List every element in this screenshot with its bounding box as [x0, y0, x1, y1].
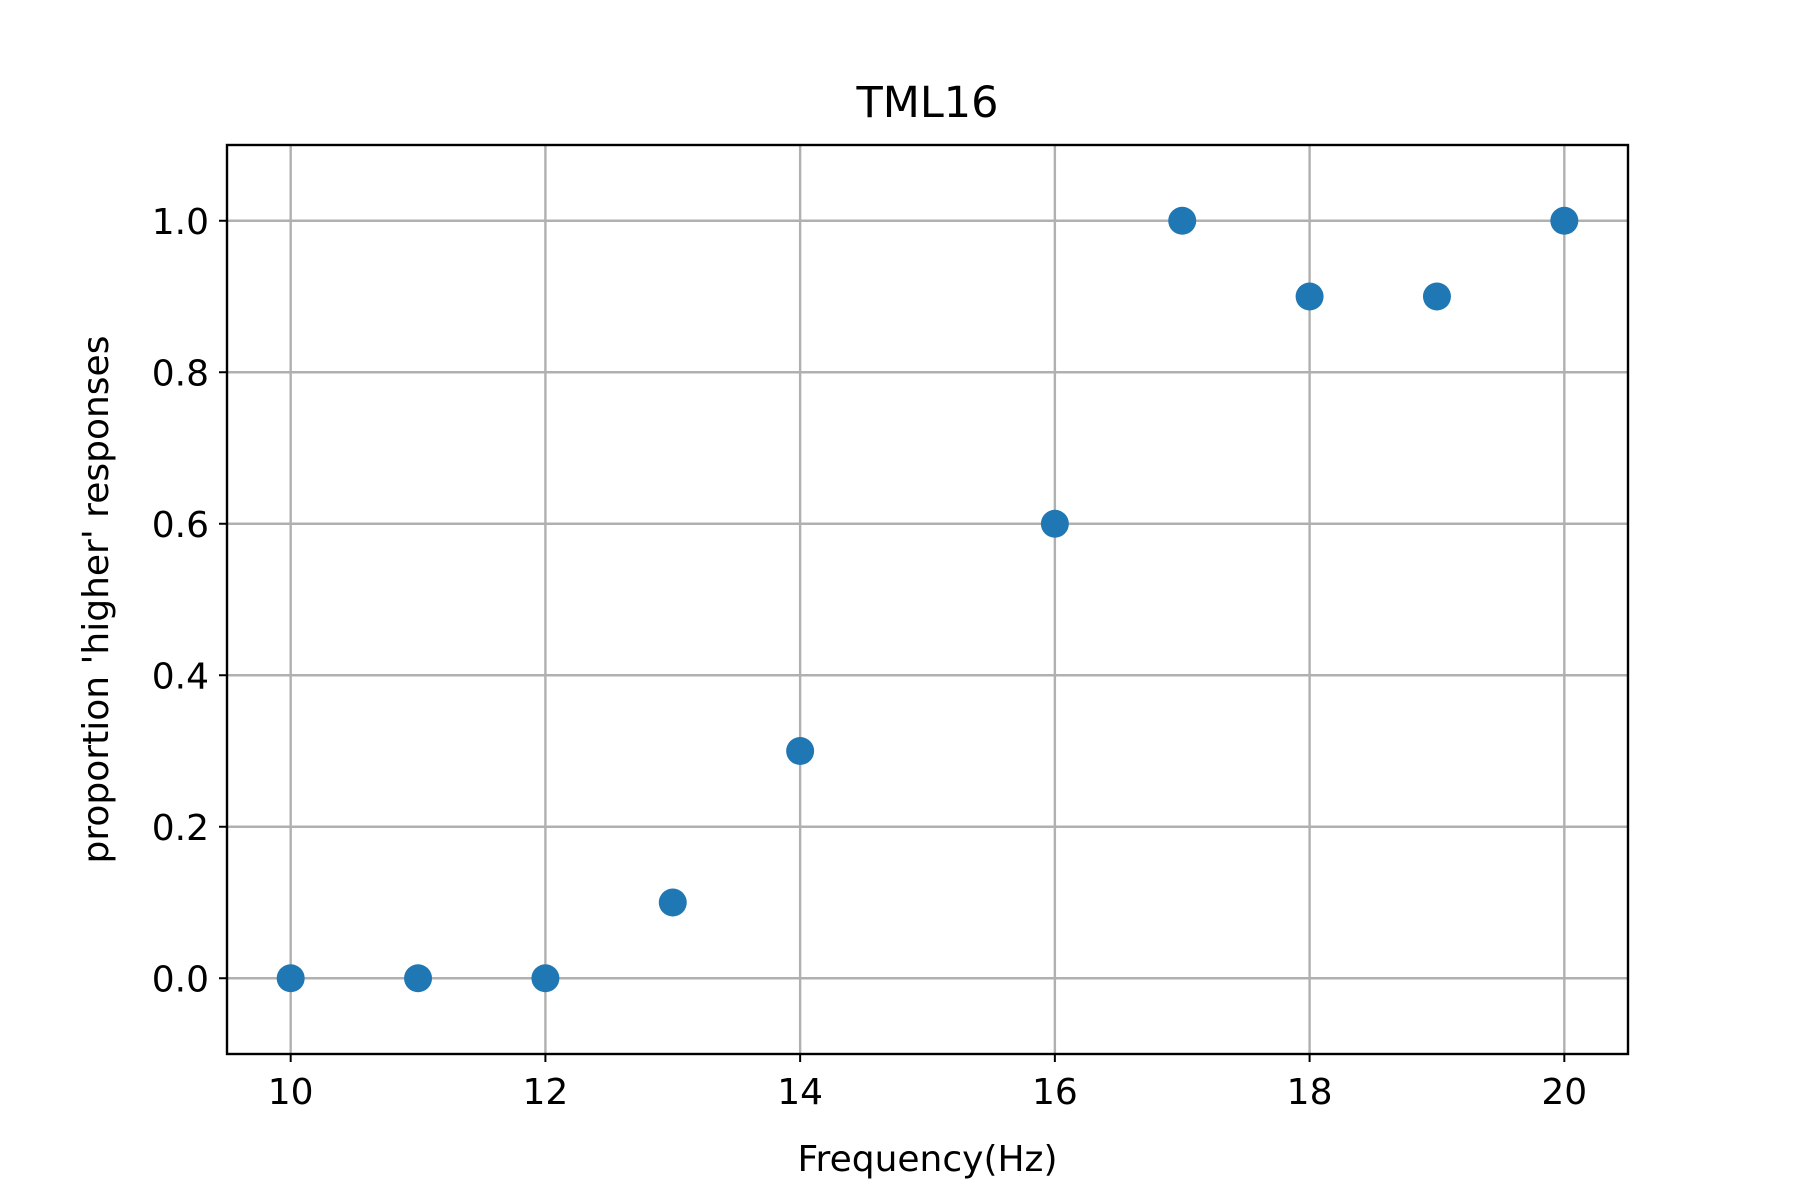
- data-point: [1422, 282, 1451, 311]
- x-tick-label: 10: [268, 1072, 314, 1113]
- grid-lines: [227, 145, 1628, 1054]
- data-point: [786, 737, 815, 765]
- axis-ticks: 10 12 14 16 18 20 0.0 0.2 0.4 0.6 0.8 1.0: [152, 202, 1587, 1113]
- data-point: [1168, 206, 1197, 235]
- plot-frame: [225, 143, 1630, 1056]
- data-point: [404, 964, 433, 993]
- y-tick-label: 0.8: [152, 353, 209, 394]
- x-axis-label: Frequency(Hz): [797, 1139, 1057, 1180]
- data-point: [531, 964, 560, 993]
- x-tick-label: 20: [1541, 1072, 1587, 1113]
- y-tick-label: 0.2: [152, 808, 209, 849]
- x-tick-label: 14: [777, 1072, 823, 1113]
- y-tick-label: 1.0: [152, 202, 209, 243]
- y-tick-label: 0.4: [152, 656, 209, 697]
- x-tick-label: 18: [1287, 1072, 1333, 1113]
- x-tick-label: 12: [523, 1072, 569, 1113]
- x-tick-label: 16: [1032, 1072, 1078, 1113]
- data-points: [276, 206, 1579, 993]
- data-point: [276, 964, 305, 993]
- data-point: [658, 888, 687, 917]
- data-point: [1040, 509, 1069, 538]
- data-point: [1550, 206, 1579, 235]
- y-tick-label: 0.0: [152, 959, 209, 1000]
- y-tick-label: 0.6: [152, 505, 209, 546]
- y-axis-label: proportion 'higher' responses: [76, 336, 117, 864]
- chart-title: TML16: [855, 78, 998, 128]
- data-point: [1295, 282, 1324, 311]
